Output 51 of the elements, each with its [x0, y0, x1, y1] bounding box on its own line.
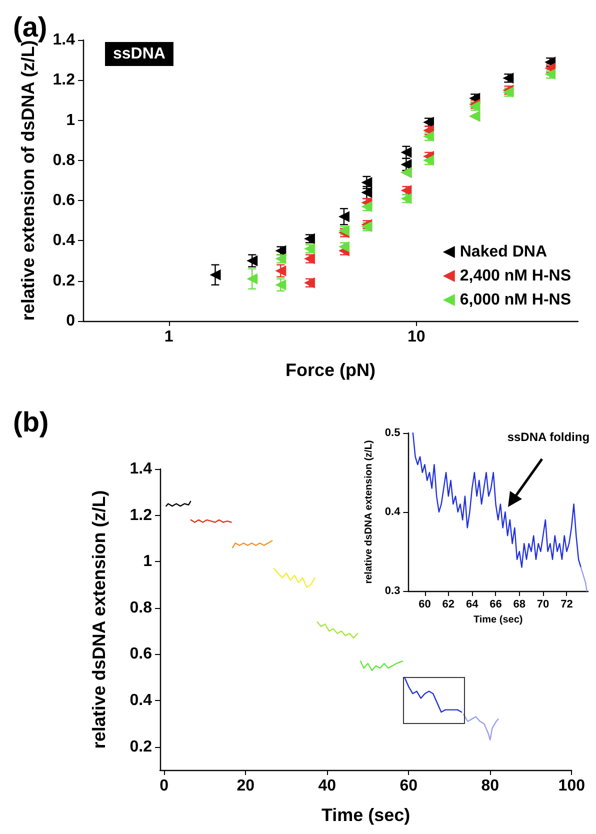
x-tick-label: 72: [560, 598, 573, 610]
y-tick-label: 0.6: [52, 192, 76, 210]
x-axis-title: Time (sec): [473, 614, 523, 626]
x-tick-label: 20: [236, 778, 255, 794]
line-series: [232, 540, 273, 548]
y-tick-label: 1.2: [52, 72, 76, 89]
y-tick-label: 0: [66, 312, 76, 330]
line-series: [316, 621, 358, 639]
annotation: ssDNA folding: [507, 430, 590, 444]
x-tick-label: 10: [407, 328, 426, 346]
y-tick-label: 0.3: [384, 585, 400, 597]
x-tick-label: 40: [318, 778, 336, 794]
legend-label: 6,000 nM H-NS: [460, 292, 572, 308]
chart-title: (b): [13, 406, 49, 438]
legend-label: 2,400 nM H-NS: [460, 268, 572, 284]
x-tick-label: 60: [400, 778, 418, 794]
x-tick-label: 62: [442, 598, 455, 610]
x-axis-title: Force (pN): [286, 360, 376, 380]
annotation: ssDNA: [113, 46, 166, 62]
y-tick-label: 0.4: [130, 692, 152, 710]
y-tick-label: 0.6: [130, 646, 152, 663]
x-tick-label: 80: [481, 778, 500, 794]
y-tick-label: 0.2: [130, 738, 152, 756]
x-tick-label: 68: [513, 598, 526, 610]
y-tick-label: 0.8: [52, 152, 76, 169]
chart-title: (a): [13, 12, 48, 42]
line-series: [404, 676, 462, 713]
y-tick-label: 0.8: [130, 599, 152, 616]
x-tick-label: 64: [466, 598, 480, 610]
y-tick-label: 1.2: [130, 506, 152, 524]
line-series: [463, 714, 499, 740]
y-tick-label: 0.5: [384, 427, 400, 439]
y-tick-label: 1.4: [52, 32, 76, 48]
y-axis-title: relative dsDNA extension (z/L): [364, 440, 374, 584]
y-tick-label: 0.2: [52, 272, 76, 290]
y-axis-title: relative dsDNA extension (z/L): [89, 490, 109, 749]
line-series: [274, 568, 316, 588]
x-tick-label: 66: [490, 598, 502, 610]
legend-label: Naked DNA: [460, 244, 548, 260]
y-tick-label: 1: [66, 112, 76, 129]
y-tick-label: 1.4: [130, 460, 152, 478]
x-tick-label: 100: [558, 778, 586, 794]
line-series: [580, 566, 588, 592]
y-tick-label: 0.4: [384, 506, 402, 518]
line-series: [360, 660, 404, 672]
y-tick-label: 0.4: [52, 232, 76, 250]
x-axis-title: Time (sec): [321, 805, 410, 825]
x-tick-label: 0: [160, 778, 169, 794]
x-tick-label: 70: [536, 598, 550, 610]
x-tick-label: 60: [418, 598, 431, 610]
y-tick-label: 1: [143, 553, 152, 570]
